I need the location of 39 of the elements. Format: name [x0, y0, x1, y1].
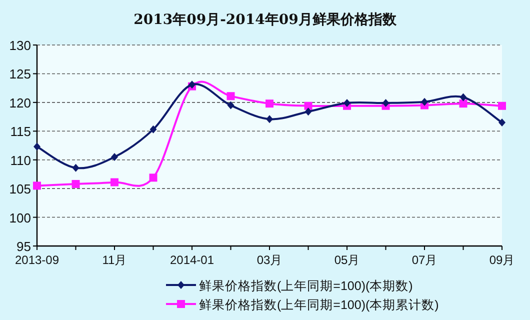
point [227, 101, 234, 110]
y-tick-label: 115 [10, 124, 31, 140]
point [421, 98, 428, 106]
point [304, 102, 312, 110]
point [459, 100, 468, 108]
y-tick-label: 130 [9, 38, 31, 53]
y-tick-label: 100 [9, 210, 31, 226]
y-tick-label: 95 [16, 239, 31, 254]
x-tick-label: 03月 [256, 253, 282, 267]
point [72, 164, 80, 172]
point [460, 93, 467, 102]
legend-label: 鲜果价格指数(上年同期=100)(本期数) [199, 279, 413, 293]
y-tick-label: 120 [9, 95, 31, 110]
y-tick-label: 110 [10, 152, 31, 168]
x-tick-label: 09月 [489, 253, 515, 267]
point [266, 115, 273, 124]
x-tick-label: 11月 [102, 253, 127, 267]
point [498, 102, 506, 110]
point [304, 108, 312, 116]
x-tick-label: 07月 [412, 253, 438, 267]
point [72, 180, 80, 188]
point [344, 99, 350, 108]
point [110, 178, 118, 186]
point [33, 182, 41, 190]
point [382, 99, 390, 108]
point [34, 142, 40, 151]
y-tick-label: 105 [9, 182, 31, 197]
point [226, 92, 235, 100]
x-tick-label: 2014-01 [170, 253, 214, 267]
point [266, 100, 274, 108]
y-tick-label: 125 [9, 66, 31, 82]
x-tick-label: 05月 [334, 253, 360, 267]
chart-title: 2013年09月-2014年09月鲜果价格指数 [134, 12, 398, 28]
x-tick-label: 2013-09 [14, 253, 60, 267]
legend-label: 鲜果价格指数(上年同期=100)(本期累计数) [199, 298, 439, 312]
point [149, 174, 158, 182]
point [498, 118, 506, 127]
point [111, 152, 118, 161]
point [150, 125, 157, 134]
